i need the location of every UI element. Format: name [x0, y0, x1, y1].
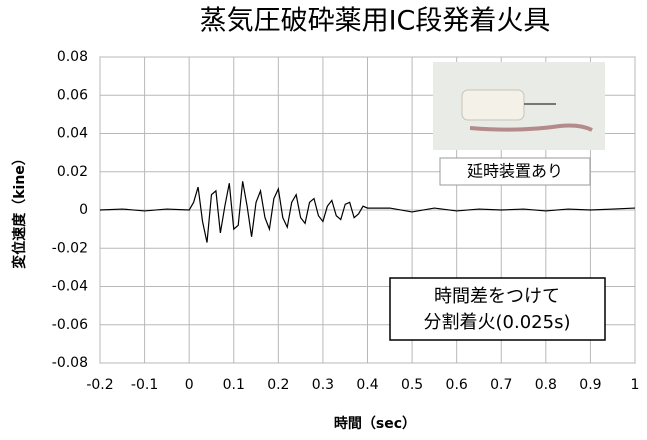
y-tick-label: 0.04 [57, 126, 88, 142]
y-tick-label: 0.08 [57, 49, 88, 65]
x-tick-label: 0.6 [446, 377, 468, 393]
photo: 延時装置あり [433, 62, 605, 185]
x-tick-label: 0.8 [535, 377, 557, 393]
y-tick-label: -0.04 [52, 279, 88, 295]
x-tick-label: 0.4 [356, 377, 378, 393]
y-tick-label: 0 [79, 202, 88, 218]
x-tick-label: 0 [185, 377, 194, 393]
chart-title: 蒸気圧破砕薬用IC段発着火具 [200, 6, 551, 37]
x-axis-label: 時間（sec） [334, 415, 416, 432]
y-tick-label: 0.02 [57, 164, 88, 180]
chart: 蒸気圧破砕薬用IC段発着火具 時間（sec） 変位速度（kine） 0.08 0.… [0, 0, 647, 440]
x-tick-label: 1 [631, 377, 640, 393]
x-tick-label: -0.1 [131, 377, 158, 393]
y-tick-label: -0.06 [52, 317, 88, 333]
page: {"chart_data": {"type": "line", "title":… [0, 0, 647, 440]
x-tick-label: 0.2 [267, 377, 289, 393]
x-tick-label: -0.2 [86, 377, 113, 393]
x-tick-label: 0.5 [401, 377, 423, 393]
annotation: 分割着火(0.025s) [424, 312, 571, 333]
x-tick-label: 0.3 [312, 377, 334, 393]
y-axis-label: 変位速度（kine） [11, 151, 28, 269]
annotation: 時間差をつけて [434, 286, 560, 307]
x-tick-label: 0.7 [490, 377, 512, 393]
y-tick-label: -0.02 [52, 240, 88, 256]
y-tick-label: 0.06 [57, 87, 88, 103]
y-tick-label: -0.08 [52, 355, 88, 371]
x-tick-label: 0.9 [579, 377, 601, 393]
photo-device [462, 90, 524, 120]
x-tick-label: 0.1 [223, 377, 245, 393]
photo-caption: 延時装置あり [467, 162, 563, 181]
